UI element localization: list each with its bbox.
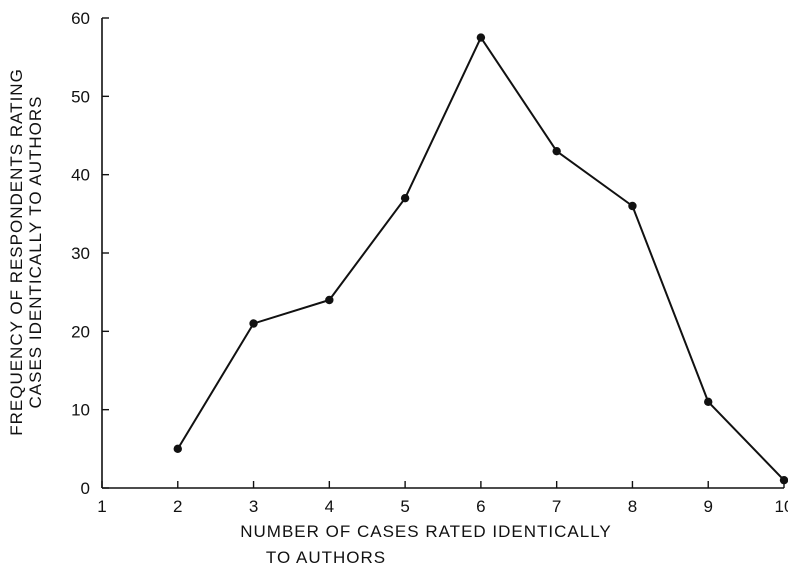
data-point bbox=[400, 193, 410, 203]
data-point bbox=[779, 475, 788, 485]
y-axis-label-line-1: FREQUENCY OF RESPONDENTS RATING bbox=[7, 68, 26, 436]
x-axis-label-line-1: NUMBER OF CASES RATED IDENTICALLY bbox=[240, 522, 611, 541]
y-tick-label: 50 bbox=[71, 87, 90, 106]
y-tick-label: 30 bbox=[71, 244, 90, 263]
y-tick-label: 0 bbox=[81, 479, 90, 498]
x-axis-label-line-2: TO AUTHORS bbox=[266, 548, 386, 567]
y-tick-label: 20 bbox=[71, 322, 90, 341]
y-tick-label: 10 bbox=[71, 401, 90, 420]
data-point bbox=[476, 33, 486, 42]
x-axis-ticks: 1 2 3 4 5 6 7 8 9 10 bbox=[97, 481, 788, 516]
x-tick-label: 5 bbox=[400, 497, 409, 516]
y-axis-label-line-2: CASES IDENTICALLY TO AUTHORS bbox=[26, 96, 45, 409]
x-tick-label: 7 bbox=[552, 497, 561, 516]
x-tick-label: 2 bbox=[173, 497, 182, 516]
data-point bbox=[173, 444, 182, 454]
data-point bbox=[628, 201, 637, 211]
x-tick-label: 3 bbox=[249, 497, 258, 516]
y-tick-label: 60 bbox=[71, 9, 90, 28]
axes bbox=[101, 18, 784, 489]
x-tick-label: 4 bbox=[325, 497, 334, 516]
x-tick-label: 8 bbox=[628, 497, 637, 516]
series-line bbox=[176, 36, 785, 481]
x-tick-label: 10 bbox=[775, 497, 788, 516]
data-point bbox=[704, 397, 713, 407]
x-tick-label: 1 bbox=[97, 497, 106, 516]
x-tick-label: 9 bbox=[703, 497, 712, 516]
x-tick-label: 6 bbox=[476, 497, 485, 516]
data-point bbox=[325, 295, 334, 305]
data-point bbox=[552, 146, 561, 156]
data-point bbox=[249, 319, 258, 328]
y-axis-ticks: 0 10 20 30 40 50 60 bbox=[71, 9, 109, 498]
y-tick-label: 40 bbox=[71, 166, 90, 185]
data-series bbox=[173, 33, 788, 485]
